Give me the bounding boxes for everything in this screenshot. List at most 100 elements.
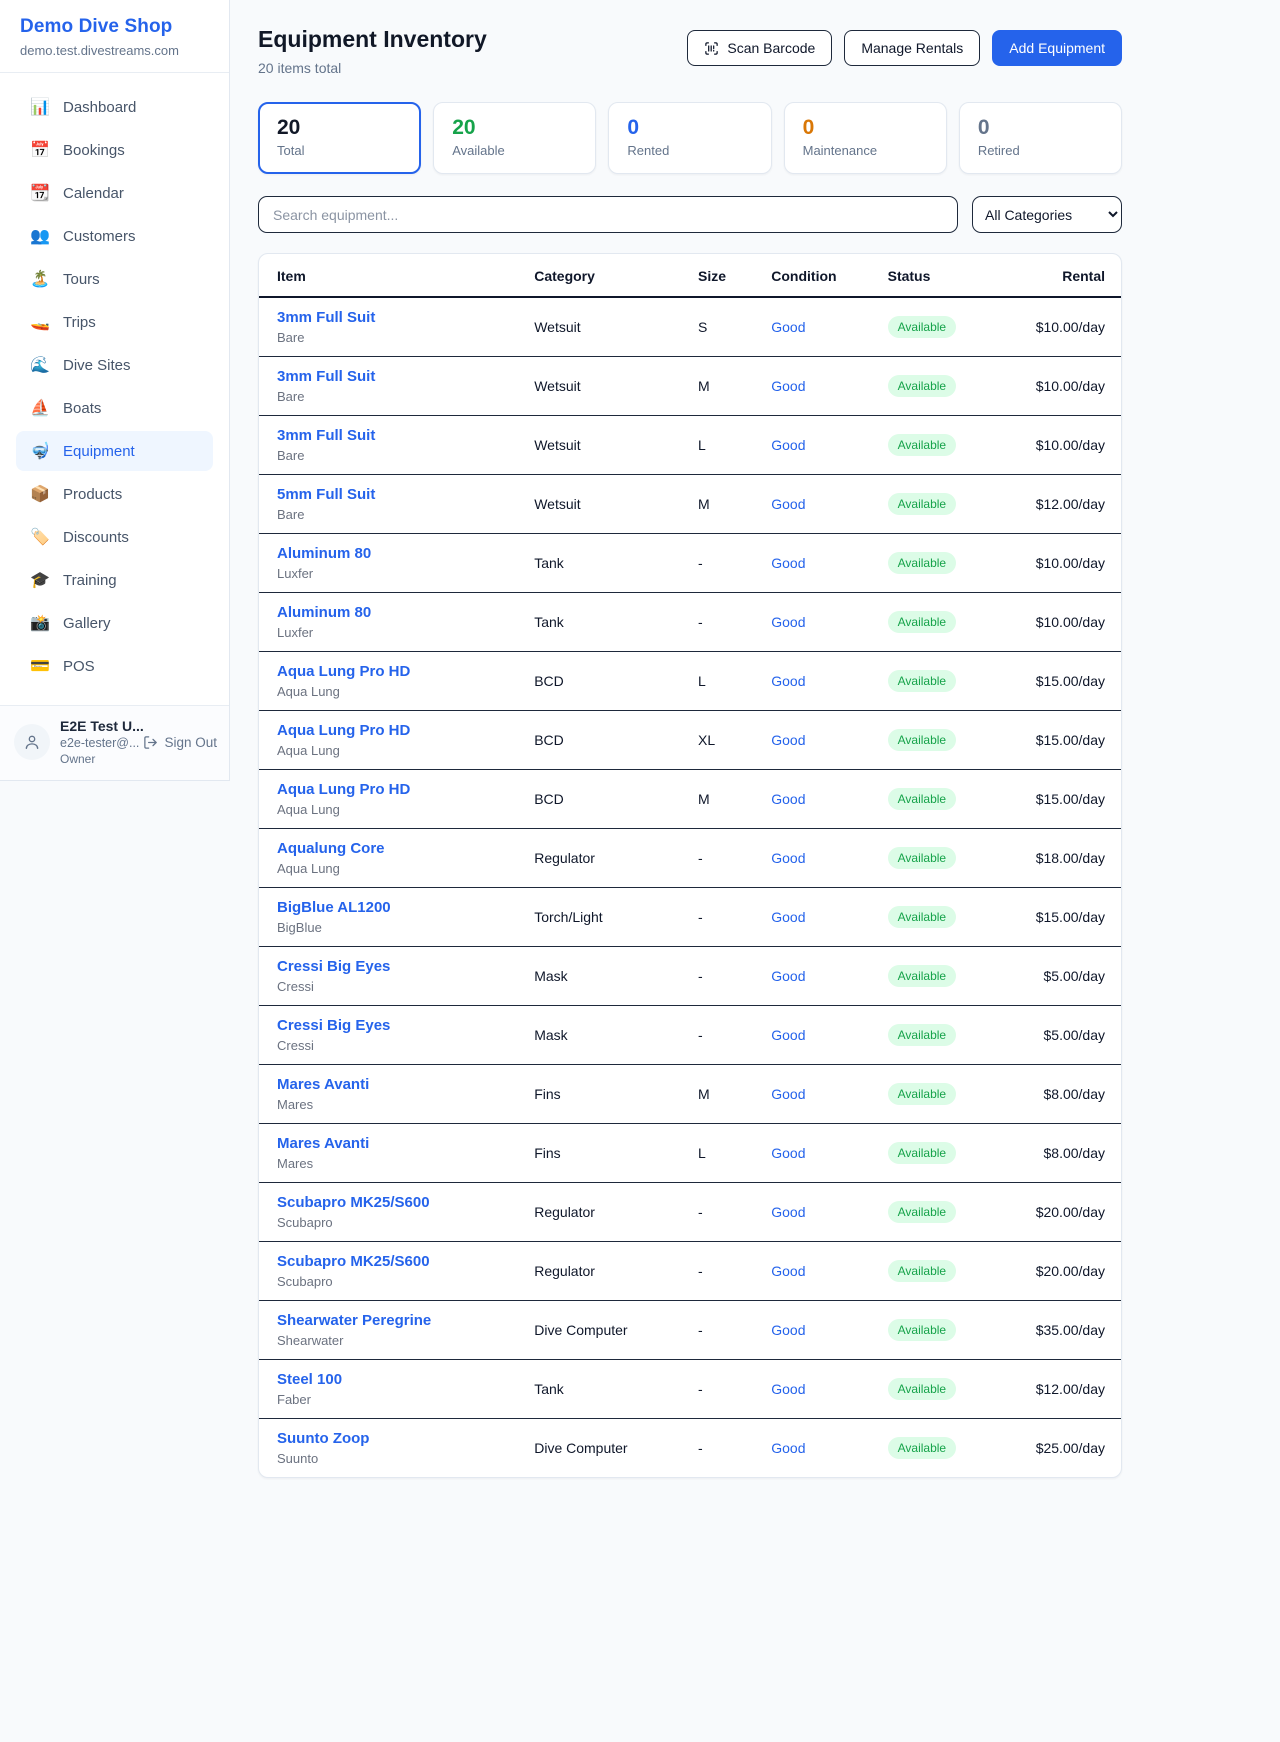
condition-link[interactable]: Good — [771, 968, 806, 984]
search-input[interactable] — [258, 196, 958, 233]
item-name-link[interactable]: Aluminum 80 — [277, 545, 372, 562]
item-name-link[interactable]: 3mm Full Suit — [277, 309, 376, 326]
table-row: Cressi Big Eyes Cressi Mask - Good Avail… — [259, 1005, 1121, 1065]
cell-condition: Good — [763, 651, 880, 711]
item-brand: Aqua Lung — [277, 684, 340, 699]
condition-link[interactable]: Good — [771, 1322, 806, 1338]
cell-item: Cressi Big Eyes Cressi — [259, 1005, 527, 1065]
condition-link[interactable]: Good — [771, 378, 806, 394]
sidebar-item-label: Dive Sites — [63, 356, 131, 374]
cell-rental: $15.00/day — [1000, 710, 1121, 770]
cell-size: - — [689, 828, 764, 888]
condition-link[interactable]: Good — [771, 319, 806, 335]
condition-link[interactable]: Good — [771, 673, 806, 689]
condition-link[interactable]: Good — [771, 791, 806, 807]
item-brand: BigBlue — [277, 920, 322, 935]
stat-card-maintenance[interactable]: 0 Maintenance — [783, 102, 947, 174]
cell-size: M — [689, 1064, 764, 1124]
condition-link[interactable]: Good — [771, 1145, 806, 1161]
sidebar-item-gallery[interactable]: 📸 Gallery — [16, 603, 213, 643]
sidebar-item-equipment[interactable]: 🤿 Equipment — [16, 431, 213, 471]
condition-link[interactable]: Good — [771, 496, 806, 512]
stat-label: Retired — [977, 143, 1020, 158]
status-badge: Available — [887, 1319, 957, 1341]
sidebar-item-boats[interactable]: ⛵ Boats — [16, 388, 213, 428]
cell-category: Wetsuit — [526, 356, 690, 416]
condition-link[interactable]: Good — [771, 1204, 806, 1220]
item-name-link[interactable]: Aluminum 80 — [277, 604, 372, 621]
condition-link[interactable]: Good — [771, 437, 806, 453]
condition-link[interactable]: Good — [771, 614, 806, 630]
cell-rental: $8.00/day — [1000, 1064, 1121, 1124]
manage-rentals-button[interactable]: Manage Rentals — [844, 30, 981, 66]
item-name-link[interactable]: Steel 100 — [277, 1371, 343, 1388]
sidebar-item-products[interactable]: 📦 Products — [16, 474, 213, 514]
item-brand: Aqua Lung — [277, 802, 340, 817]
stat-card-total[interactable]: 20 Total — [258, 102, 422, 174]
cell-category: BCD — [526, 710, 690, 770]
sign-out-button[interactable]: Sign Out — [143, 735, 217, 750]
sidebar-item-bookings[interactable]: 📅 Bookings — [16, 130, 213, 170]
cell-rental: $25.00/day — [1035, 1440, 1105, 1456]
item-name-link[interactable]: Cressi Big Eyes — [277, 1017, 391, 1034]
sidebar-item-training[interactable]: 🎓 Training — [16, 560, 213, 600]
condition-link[interactable]: Good — [771, 1263, 806, 1279]
stat-card-rented[interactable]: 0 Rented — [608, 102, 772, 174]
sidebar-item-trips[interactable]: 🚤 Trips — [16, 302, 213, 342]
item-name-link[interactable]: Aqualung Core — [277, 840, 385, 857]
cell-category: BCD — [526, 769, 690, 829]
sidebar-item-dive-sites[interactable]: 🌊 Dive Sites — [16, 345, 213, 385]
sidebar-item-dashboard[interactable]: 📊 Dashboard — [16, 87, 213, 127]
item-name-link[interactable]: Aqua Lung Pro HD — [277, 663, 411, 680]
item-name-link[interactable]: Shearwater Peregrine — [277, 1312, 432, 1329]
cell-condition: Good — [763, 474, 880, 534]
item-name-link[interactable]: 3mm Full Suit — [277, 427, 376, 444]
item-name-link[interactable]: Mares Avanti — [277, 1135, 370, 1152]
cell-item: Aqua Lung Pro HD Aqua Lung — [259, 651, 527, 711]
column-header-category: Category — [526, 254, 690, 298]
scan-barcode-button[interactable]: Scan Barcode — [687, 30, 833, 66]
cell-category: Wetsuit — [526, 415, 690, 475]
stat-card-retired[interactable]: 0 Retired — [958, 102, 1123, 174]
sidebar-item-discounts[interactable]: 🏷️ Discounts — [16, 517, 213, 557]
condition-link[interactable]: Good — [771, 555, 806, 571]
item-name-link[interactable]: Suunto Zoop — [277, 1430, 370, 1447]
item-name-link[interactable]: Aqua Lung Pro HD — [277, 781, 411, 798]
equipment-table: Item Category Size Condition Status Rent… — [259, 254, 1121, 1477]
page-title: Equipment Inventory — [258, 26, 487, 52]
item-name-link[interactable]: Scubapro MK25/S600 — [277, 1194, 430, 1211]
condition-link[interactable]: Good — [771, 732, 806, 748]
sidebar-item-calendar[interactable]: 📆 Calendar — [16, 173, 213, 213]
cell-status: Available — [879, 533, 1001, 593]
item-name-link[interactable]: 3mm Full Suit — [277, 368, 376, 385]
sidebar-item-tours[interactable]: 🏝️ Tours — [16, 259, 213, 299]
condition-link[interactable]: Good — [771, 1086, 806, 1102]
item-name-link[interactable]: Cressi Big Eyes — [277, 958, 391, 975]
item-name-link[interactable]: Mares Avanti — [277, 1076, 370, 1093]
status-badge: Available — [887, 788, 957, 810]
item-name-link[interactable]: Aqua Lung Pro HD — [277, 722, 411, 739]
item-brand: Aqua Lung — [277, 743, 340, 758]
condition-link[interactable]: Good — [771, 1027, 806, 1043]
condition-link[interactable]: Good — [771, 909, 806, 925]
table-row: Aqua Lung Pro HD Aqua Lung BCD XL Good A… — [259, 710, 1121, 770]
sidebar-item-customers[interactable]: 👥 Customers — [16, 216, 213, 256]
cell-condition: Good — [763, 710, 880, 770]
cell-size: - — [689, 1300, 764, 1360]
cell-item: Scubapro MK25/S600 Scubapro — [259, 1182, 527, 1242]
stat-card-available[interactable]: 20 Available — [433, 102, 597, 174]
condition-link[interactable]: Good — [771, 850, 806, 866]
cell-condition: Good — [763, 946, 880, 1006]
item-name-link[interactable]: BigBlue AL1200 — [277, 899, 391, 916]
item-name-link[interactable]: 5mm Full Suit — [277, 486, 376, 503]
add-equipment-button[interactable]: Add Equipment — [992, 30, 1122, 66]
cell-status: Available — [879, 651, 1001, 711]
sidebar-item-pos[interactable]: 💳 POS — [16, 646, 213, 686]
status-badge: Available — [887, 1083, 957, 1105]
category-filter-select[interactable]: All Categories — [972, 196, 1122, 233]
condition-link[interactable]: Good — [771, 1381, 806, 1397]
condition-link[interactable]: Good — [771, 1440, 806, 1456]
cell-condition: Good — [763, 1182, 880, 1242]
item-name-link[interactable]: Scubapro MK25/S600 — [277, 1253, 430, 1270]
cell-status: Available — [879, 1241, 1001, 1301]
